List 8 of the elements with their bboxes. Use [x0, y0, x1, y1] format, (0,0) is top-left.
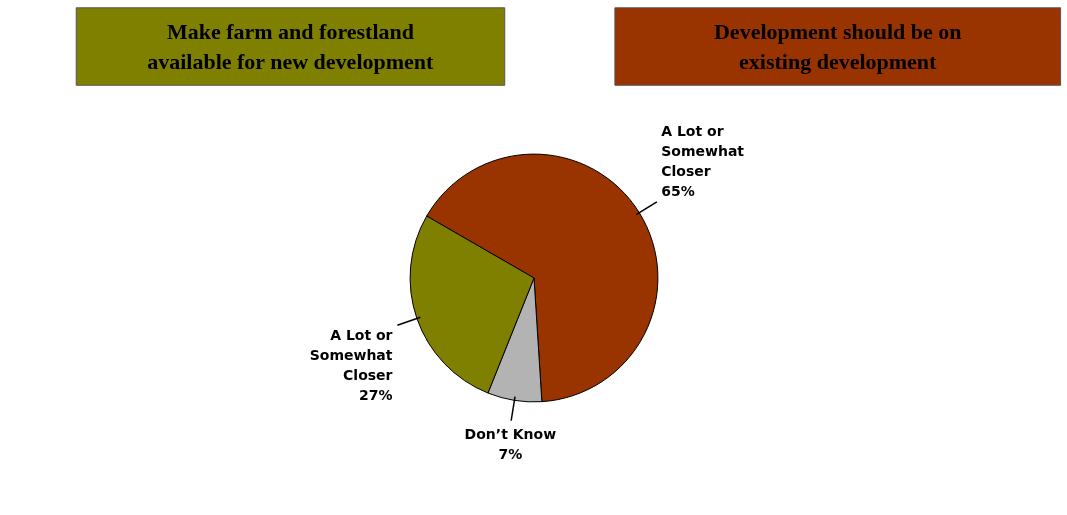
- data-label: 65%: [661, 183, 695, 200]
- data-label: 7%: [498, 445, 523, 462]
- text: Make farm and forestland available for new development: [147, 19, 435, 75]
- slice-label: A Lot or Somewhat Closer: [661, 123, 745, 180]
- slice-label: Don’t Know: [464, 425, 557, 442]
- text: Development should be on existing development: [713, 19, 962, 75]
- data-label: 27%: [359, 386, 393, 403]
- slice-label: A Lot or Somewhat Closer: [309, 326, 393, 383]
